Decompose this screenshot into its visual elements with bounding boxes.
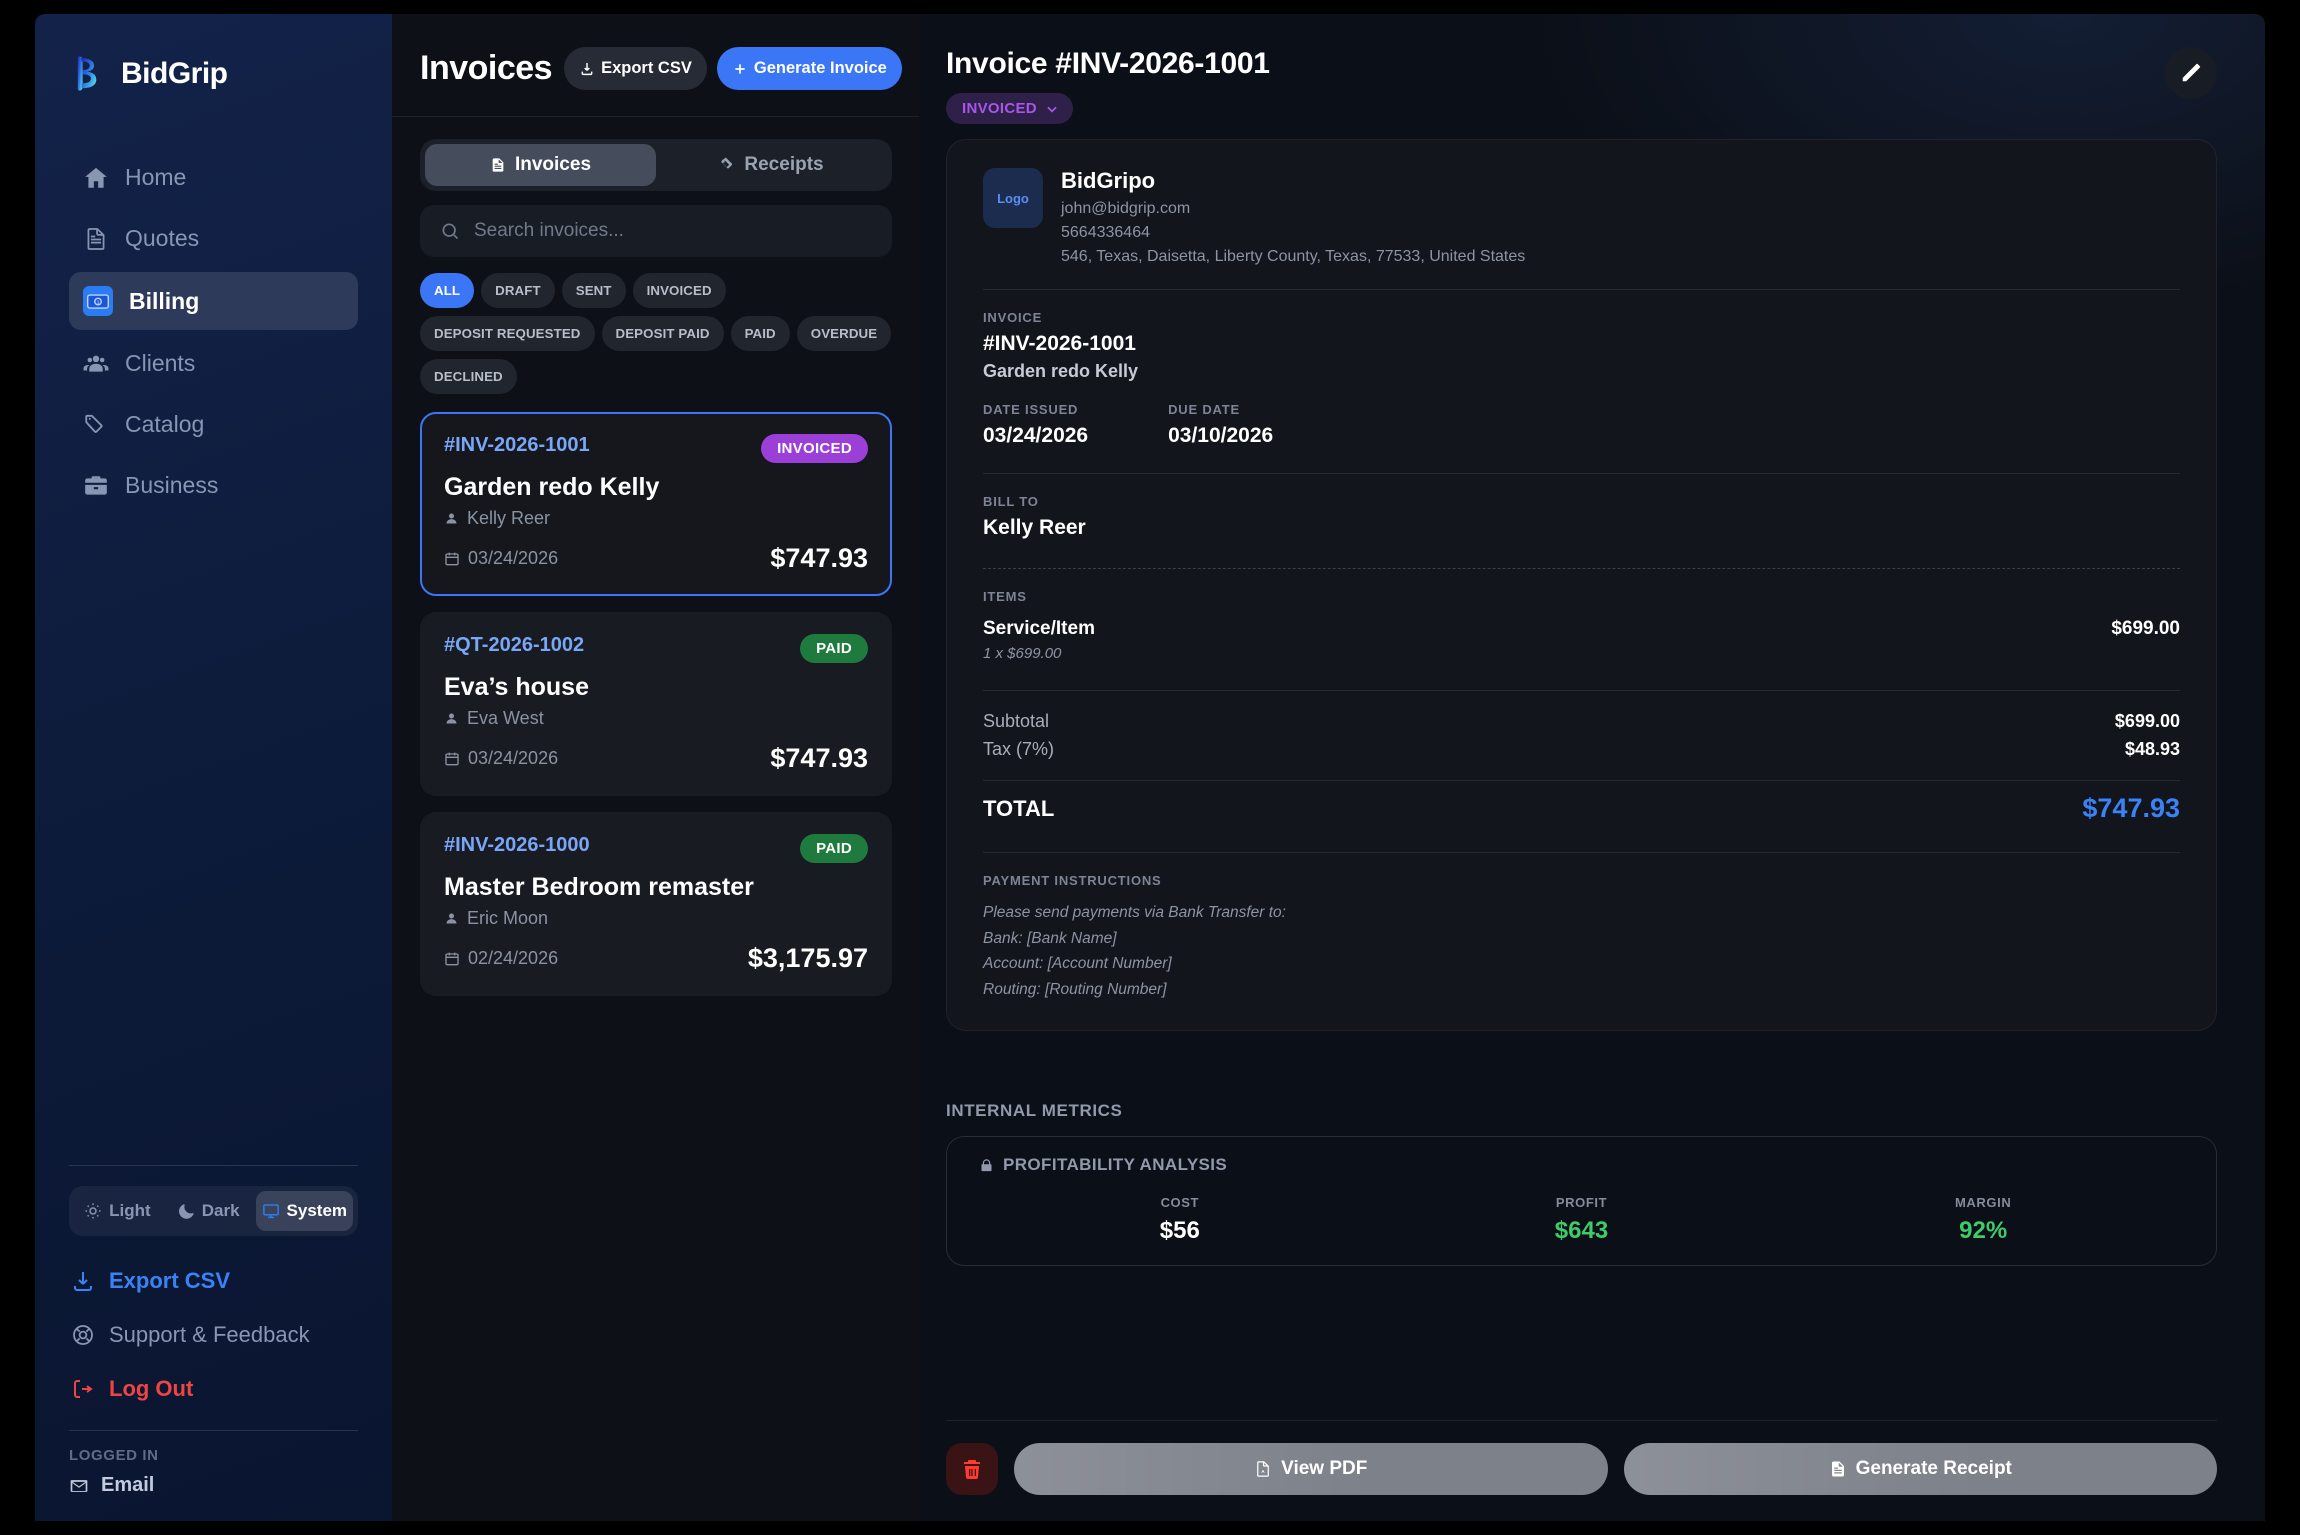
svg-text:A: A bbox=[1261, 1469, 1265, 1475]
